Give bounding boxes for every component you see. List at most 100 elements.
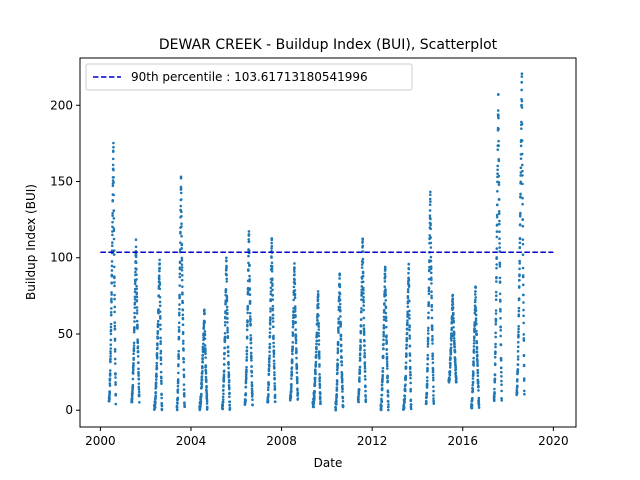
data-point — [405, 346, 408, 350]
data-point — [154, 385, 158, 388]
data-point — [271, 313, 275, 317]
data-point — [293, 278, 296, 282]
data-point — [471, 388, 475, 391]
data-point — [290, 373, 294, 377]
data-point — [225, 299, 229, 303]
data-point — [200, 375, 204, 378]
data-point — [520, 103, 523, 107]
data-point — [387, 405, 390, 409]
data-point — [476, 371, 480, 374]
data-point — [361, 237, 365, 241]
data-point — [338, 272, 342, 276]
data-point — [408, 313, 411, 317]
data-point — [154, 391, 158, 394]
data-point — [363, 374, 367, 378]
data-point — [425, 391, 429, 395]
data-point — [292, 285, 296, 289]
data-point — [137, 361, 140, 364]
data-point — [452, 325, 455, 329]
data-point — [249, 318, 252, 321]
data-point — [384, 306, 388, 310]
data-point — [112, 181, 115, 184]
x-tick-label: 2020 — [538, 434, 569, 448]
data-point — [273, 384, 277, 388]
data-point — [517, 297, 521, 301]
data-point — [429, 255, 433, 259]
data-point — [109, 310, 113, 314]
data-point — [404, 361, 408, 364]
data-point — [497, 116, 500, 120]
data-point — [266, 399, 270, 403]
data-point — [153, 406, 157, 409]
data-point — [499, 359, 503, 362]
data-point — [132, 362, 135, 365]
data-point — [131, 391, 134, 395]
data-point — [204, 370, 208, 373]
data-point — [380, 404, 383, 408]
data-point — [382, 347, 385, 351]
data-point — [341, 390, 344, 393]
data-point — [475, 333, 478, 337]
data-point — [268, 327, 272, 330]
data-point — [110, 307, 113, 310]
data-point — [271, 288, 274, 292]
data-point — [431, 370, 435, 374]
data-point — [336, 371, 339, 375]
data-point — [449, 361, 452, 365]
data-point — [130, 397, 134, 400]
data-point — [363, 367, 367, 370]
data-point — [522, 333, 526, 336]
data-point — [476, 380, 480, 383]
data-point — [339, 343, 343, 347]
data-point — [110, 269, 114, 272]
data-point — [360, 263, 364, 266]
data-point — [363, 339, 366, 343]
data-point — [289, 395, 293, 399]
data-point — [408, 365, 412, 369]
data-point — [113, 362, 117, 365]
data-point — [205, 390, 208, 394]
x-axis-ticks: 2000 2004 2008 2012 2016 2020 — [85, 427, 569, 448]
data-point — [110, 300, 113, 304]
data-point — [155, 352, 159, 355]
data-point — [222, 388, 225, 392]
data-point — [180, 234, 183, 238]
data-point — [181, 292, 184, 296]
data-point — [135, 309, 139, 312]
data-point — [520, 122, 524, 126]
data-point — [271, 294, 274, 297]
data-point — [425, 383, 429, 387]
data-point — [499, 307, 502, 311]
data-point — [180, 278, 184, 282]
data-point — [221, 400, 225, 404]
data-point — [248, 315, 252, 318]
data-point — [381, 377, 384, 381]
data-point — [518, 278, 521, 282]
data-point — [475, 341, 479, 345]
data-point — [133, 320, 136, 323]
data-point — [358, 352, 362, 355]
data-point — [295, 350, 298, 354]
data-point — [159, 327, 162, 331]
data-point — [272, 349, 276, 352]
data-point — [157, 278, 161, 281]
data-point — [518, 214, 522, 218]
data-point — [408, 354, 412, 357]
data-point — [273, 373, 276, 377]
data-point — [202, 342, 205, 346]
data-point — [159, 336, 162, 340]
chart-title: DEWAR CREEK - Buildup Index (BUI), Scatt… — [159, 37, 498, 53]
data-point — [363, 370, 367, 373]
data-point — [108, 391, 112, 394]
data-point — [160, 393, 163, 396]
data-point — [244, 380, 248, 383]
data-point — [431, 357, 435, 361]
data-point — [199, 402, 203, 405]
data-point — [158, 283, 162, 286]
data-point — [251, 403, 254, 407]
data-point — [515, 388, 519, 392]
data-point — [249, 323, 252, 327]
data-point — [317, 302, 320, 306]
data-point — [181, 308, 185, 312]
data-point — [495, 280, 498, 283]
